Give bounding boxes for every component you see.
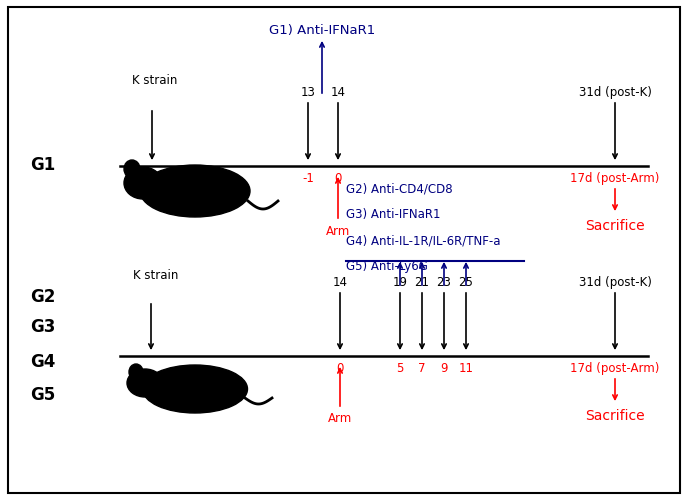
Text: G2) Anti-CD4/CD8: G2) Anti-CD4/CD8 xyxy=(346,182,453,194)
Ellipse shape xyxy=(140,166,250,217)
Ellipse shape xyxy=(124,161,140,179)
Ellipse shape xyxy=(129,364,143,380)
Text: G4) Anti-IL-1R/IL-6R/TNF-a: G4) Anti-IL-1R/IL-6R/TNF-a xyxy=(346,233,500,246)
Text: G1: G1 xyxy=(30,156,55,174)
Text: Sacrifice: Sacrifice xyxy=(585,408,645,422)
Text: 0: 0 xyxy=(336,361,344,374)
Text: 14: 14 xyxy=(330,86,345,99)
Text: 21: 21 xyxy=(414,276,429,289)
Text: G2: G2 xyxy=(30,288,55,306)
Text: K strain: K strain xyxy=(133,269,178,282)
Text: 14: 14 xyxy=(332,276,347,289)
Text: G1) Anti-IFNaR1: G1) Anti-IFNaR1 xyxy=(269,24,375,37)
Text: 13: 13 xyxy=(301,86,315,99)
Ellipse shape xyxy=(124,168,162,199)
Ellipse shape xyxy=(142,365,248,413)
Text: 5: 5 xyxy=(396,361,404,374)
Text: 25: 25 xyxy=(459,276,473,289)
Text: Arm: Arm xyxy=(326,224,350,237)
Text: 17d (post-Arm): 17d (post-Arm) xyxy=(570,361,660,374)
Text: G4: G4 xyxy=(30,352,55,370)
Text: 9: 9 xyxy=(440,361,448,374)
Text: G5: G5 xyxy=(30,385,55,403)
Text: 19: 19 xyxy=(392,276,407,289)
Text: G3) Anti-IFNaR1: G3) Anti-IFNaR1 xyxy=(346,207,440,220)
Text: 7: 7 xyxy=(418,361,426,374)
Text: 31d (post-K): 31d (post-K) xyxy=(579,86,652,99)
Text: G5) Anti-Ly6G: G5) Anti-Ly6G xyxy=(346,260,428,273)
Text: 31d (post-K): 31d (post-K) xyxy=(579,276,652,289)
Text: G3: G3 xyxy=(30,317,55,335)
Text: Arm: Arm xyxy=(328,411,352,424)
Text: -1: -1 xyxy=(302,172,314,185)
Text: K strain: K strain xyxy=(132,74,178,87)
Text: 11: 11 xyxy=(458,361,473,374)
Text: 0: 0 xyxy=(334,172,342,185)
Text: Sacrifice: Sacrifice xyxy=(585,218,645,232)
Text: 23: 23 xyxy=(437,276,451,289)
Ellipse shape xyxy=(127,369,163,397)
Text: 17d (post-Arm): 17d (post-Arm) xyxy=(570,172,660,185)
